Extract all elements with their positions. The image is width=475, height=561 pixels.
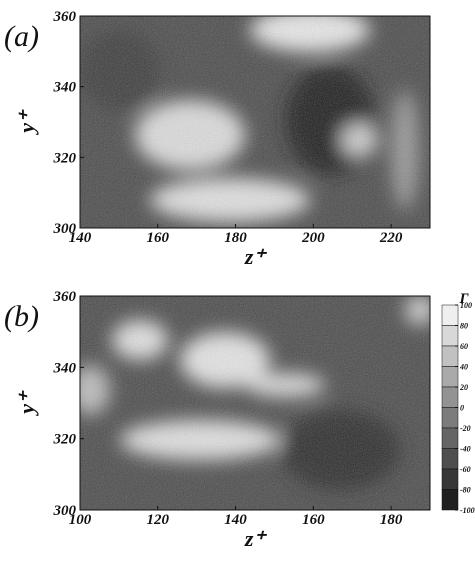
x-tick-label: 100 bbox=[69, 512, 92, 528]
colorbar-segment bbox=[441, 407, 459, 429]
x-tick-label: 180 bbox=[224, 230, 247, 246]
colorbar-tick-label: 40 bbox=[459, 363, 468, 372]
y-axis-label: y⁺ bbox=[14, 109, 39, 136]
colorbar-tick-label: 20 bbox=[459, 383, 468, 392]
colorbar-segment bbox=[441, 386, 459, 408]
plot-frame bbox=[79, 15, 431, 229]
y-tick-label: 300 bbox=[53, 221, 77, 237]
y-tick-label: 340 bbox=[53, 360, 77, 376]
colorbar-segment bbox=[441, 448, 459, 470]
y-tick-label: 340 bbox=[53, 80, 77, 96]
y-tick-label: 320 bbox=[53, 150, 77, 166]
field-b bbox=[80, 296, 430, 510]
colorbar-tick-label: 0 bbox=[460, 404, 464, 413]
colorbar-tick-label: 100 bbox=[460, 301, 472, 310]
colorbar-segment bbox=[441, 468, 459, 490]
colorbar-segment bbox=[441, 304, 459, 326]
y-tick-label: 320 bbox=[53, 432, 77, 448]
colorbar-segment bbox=[441, 345, 459, 367]
colorbar-tick-label: -60 bbox=[460, 465, 471, 474]
colorbar-segment bbox=[441, 489, 459, 511]
y-axis-label: y⁺ bbox=[14, 390, 39, 417]
colorbar-tick-label: 80 bbox=[460, 322, 468, 331]
x-tick-label: 200 bbox=[301, 230, 325, 246]
x-tick-label: 120 bbox=[147, 512, 170, 528]
panel-label: (b) bbox=[4, 300, 39, 333]
colorbar-segment bbox=[441, 427, 459, 449]
field-a bbox=[80, 16, 430, 228]
x-axis-label: z⁺ bbox=[244, 244, 268, 269]
x-tick-label: 180 bbox=[380, 512, 403, 528]
plot-frame bbox=[79, 295, 431, 511]
y-tick-label: 300 bbox=[53, 503, 77, 519]
x-axis-label: z⁺ bbox=[244, 526, 268, 551]
colorbar-tick-label: 60 bbox=[460, 342, 468, 351]
colorbar-segment bbox=[441, 366, 459, 388]
x-tick-label: 140 bbox=[224, 512, 247, 528]
x-tick-label: 160 bbox=[302, 512, 325, 528]
x-tick-label: 140 bbox=[69, 230, 92, 246]
y-tick-label: 360 bbox=[53, 289, 77, 305]
colorbar-tick-label: -40 bbox=[460, 445, 471, 454]
y-tick-label: 360 bbox=[53, 9, 77, 25]
colorbar-tick-label: -20 bbox=[460, 424, 471, 433]
x-tick-label: 160 bbox=[147, 230, 170, 246]
colorbar-label: Γ bbox=[458, 291, 469, 307]
x-tick-label: 220 bbox=[379, 230, 403, 246]
colorbar-tick-label: -100 bbox=[460, 506, 475, 515]
colorbar-segment bbox=[441, 325, 459, 347]
panel-label: (a) bbox=[4, 20, 39, 53]
colorbar-tick-label: -80 bbox=[460, 486, 471, 495]
